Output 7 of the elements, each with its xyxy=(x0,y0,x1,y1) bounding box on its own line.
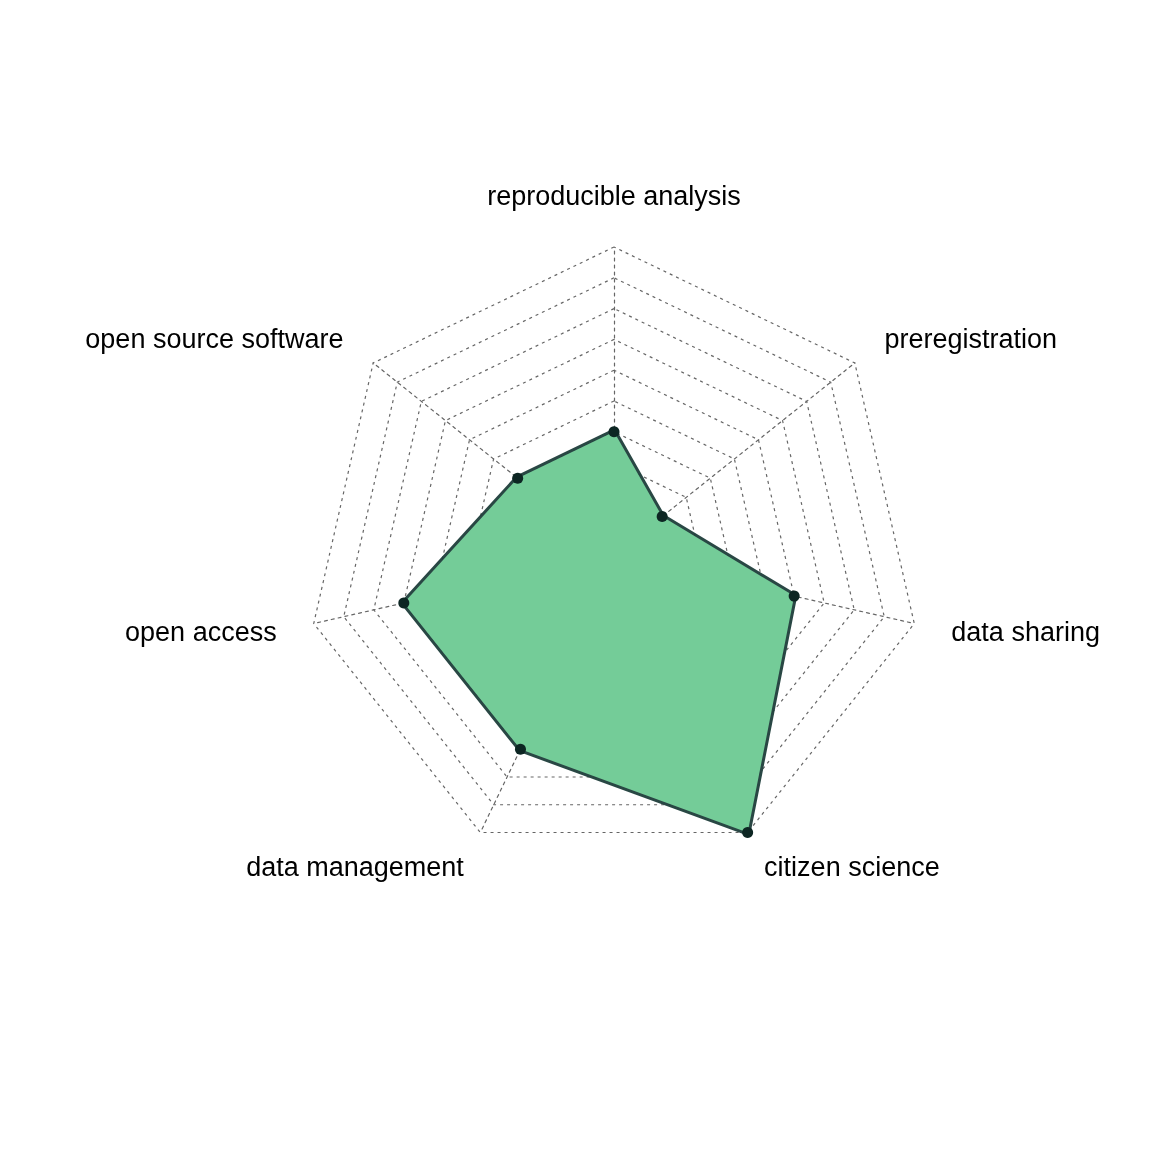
spoke-label: preregistration xyxy=(884,324,1058,355)
spoke-label: data management xyxy=(246,851,465,882)
spoke-label: data sharing xyxy=(951,616,1100,647)
spoke-label: citizen science xyxy=(764,851,940,882)
spoke-label: open source software xyxy=(85,324,344,355)
spoke-label: open access xyxy=(125,616,277,647)
spoke-label: reproducible analysis xyxy=(487,180,741,211)
